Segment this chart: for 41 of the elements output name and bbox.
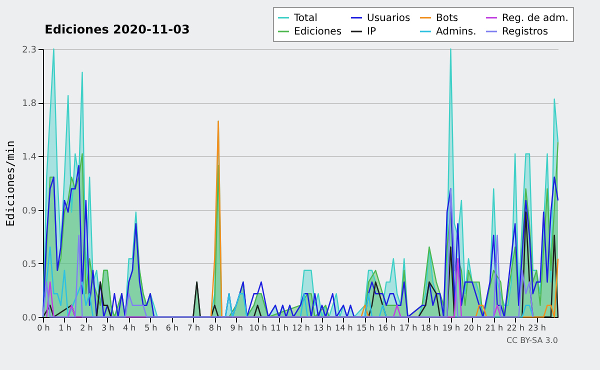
x-tick-label: 6 h [166, 324, 179, 332]
x-tick-label: 17 h [399, 324, 418, 332]
x-tick-label: 12 h [292, 324, 310, 332]
legend-label: Bots [436, 12, 458, 24]
y-axis-title: Ediciones/min [4, 140, 18, 227]
x-tick-label: 5 h [144, 324, 158, 332]
x-tick-label: 18 h [420, 324, 439, 332]
legend-label: Usuarios [367, 12, 410, 24]
x-tick-label: 7 h [187, 324, 200, 332]
x-tick-label: 4 h [122, 324, 136, 332]
legend-label: Reg. de adm. [502, 12, 568, 24]
x-tick-label: 16 h [378, 324, 396, 332]
x-tick-label: 20 h [464, 324, 482, 332]
legend-label: Ediciones [294, 26, 342, 38]
x-tick-label: 14 h [335, 324, 353, 332]
x-tick-label: 21 h [485, 324, 504, 332]
x-tick-label: 15 h [356, 324, 374, 332]
x-tick-label: 13 h [314, 324, 332, 332]
x-tick-label: 11 h [270, 324, 288, 332]
legend-label: Registros [502, 26, 548, 38]
x-tick-label: 23 h [528, 324, 546, 332]
text: CC BY-SA 3.0 [506, 336, 558, 345]
chart-title: Ediciones 2020-11-03 [44, 22, 190, 36]
x-tick-label: 8 h [208, 324, 222, 332]
y-tick-label: 1.4 [22, 152, 37, 163]
y-tick-label: 1.8 [22, 99, 37, 110]
x-tick-label: 19 h [442, 324, 460, 332]
x-tick-label: 22 h [506, 324, 524, 332]
y-tick-label: 0.9 [22, 206, 37, 216]
legend-label: IP [367, 26, 376, 38]
y-tick-label: 2.3 [22, 46, 36, 56]
y-tick-label: 0.5 [22, 260, 36, 270]
x-tick-label: 9 h [230, 324, 243, 332]
x-tick-label: 0 h [37, 324, 50, 332]
legend-label: Total [293, 12, 318, 24]
x-tick-label: 10 h [249, 324, 267, 332]
y-tick-label: 0.0 [22, 314, 37, 324]
x-tick-label: 3 h [102, 324, 114, 332]
x-tick-label: 2 h [80, 324, 93, 332]
x-tick-label: 1 h [58, 324, 72, 332]
legend-label: Admins. [436, 26, 476, 38]
